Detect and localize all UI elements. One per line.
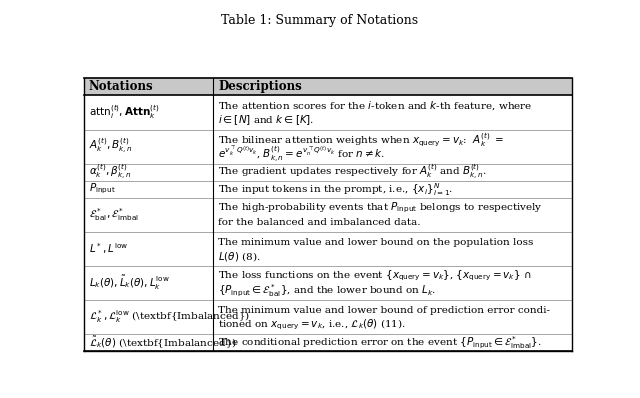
Text: $L_k(\theta), \tilde{L}_k(\theta), L_k^{\mathrm{low}}$: $L_k(\theta), \tilde{L}_k(\theta), L_k^{… [89,274,170,292]
Bar [213,164,572,181]
Bar [213,300,572,334]
Text: The bilinear attention weights when $x_{\mathrm{query}} = v_k$:  $A_k^{(t)}$ $=$: The bilinear attention weights when $x_{… [218,131,505,148]
Bar [84,181,213,198]
Text: $i \in [N]$ and $k \in [K]$.: $i \in [N]$ and $k \in [K]$. [218,113,314,127]
Text: The loss functions on the event $\{x_{\mathrm{query}} = v_k\}$, $\{x_{\mathrm{qu: The loss functions on the event $\{x_{\m… [218,269,532,283]
Text: The minimum value and lower bound of prediction error condi-: The minimum value and lower bound of pre… [218,306,550,315]
Text: Notations: Notations [89,80,154,94]
Text: The attention scores for the $i$-token and $k$-th feature, where: The attention scores for the $i$-token a… [218,100,532,112]
Text: for the balanced and imbalanced data.: for the balanced and imbalanced data. [218,218,420,227]
Bar [84,96,213,129]
Bar [84,129,213,164]
Bar [213,181,572,198]
Text: $e^{v_k^\top Q^{(t)} v_k}$, $B_{k,n}^{(t)} = e^{v_n^\top Q^{(t)} v_k}$ for $n \n: $e^{v_k^\top Q^{(t)} v_k}$, $B_{k,n}^{(t… [218,144,385,164]
Text: $L^*, L^{\mathrm{low}}$: $L^*, L^{\mathrm{low}}$ [89,242,128,256]
Bar [213,78,572,96]
Text: $L(\theta)$ (8).: $L(\theta)$ (8). [218,250,261,263]
Text: Descriptions: Descriptions [218,80,302,94]
Bar [213,232,572,266]
Text: $\mathcal{E}^*_{\mathrm{bal}}, \mathcal{E}^*_{\mathrm{imbal}}$: $\mathcal{E}^*_{\mathrm{bal}}, \mathcal{… [89,207,139,223]
Bar [213,198,572,232]
Bar [84,164,213,181]
Text: The conditional prediction error on the event $\{P_{\mathrm{input}} \in \mathcal: The conditional prediction error on the … [218,334,542,351]
Bar [84,266,213,300]
Bar [84,78,213,96]
Bar [213,96,572,129]
Text: $\alpha_k^{(t)}, \beta_{k,n}^{(t)}$: $\alpha_k^{(t)}, \beta_{k,n}^{(t)}$ [89,162,131,182]
Bar [213,129,572,164]
Bar [213,266,572,300]
Text: $P_{\mathrm{input}}$: $P_{\mathrm{input}}$ [89,182,116,196]
Text: $A_k^{(t)}, B_{k,n}^{(t)}$: $A_k^{(t)}, B_{k,n}^{(t)}$ [89,137,132,156]
Text: Table 1: Summary of Notations: Table 1: Summary of Notations [221,14,419,27]
Text: $\mathrm{attn}_i^{(t)}, \mathbf{Attn}_k^{(t)}$: $\mathrm{attn}_i^{(t)}, \mathbf{Attn}_k^… [89,103,159,121]
Bar [84,232,213,266]
Text: $\tilde{\mathcal{L}}_k(\theta)$ (\textbf{Imbalanced}): $\tilde{\mathcal{L}}_k(\theta)$ (\textbf… [89,335,237,351]
Bar [84,334,213,351]
Bar [213,334,572,351]
Text: The gradient updates respectively for $A_k^{(t)}$ and $B_{k,n}^{(t)}$.: The gradient updates respectively for $A… [218,162,487,182]
Bar [84,300,213,334]
Text: $\{P_{\mathrm{input}} \in \mathcal{E}^*_{\mathrm{bal}}\}$, and the lower bound o: $\{P_{\mathrm{input}} \in \mathcal{E}^*_… [218,282,436,298]
Text: tioned on $x_{\mathrm{query}} = v_k$, i.e., $\mathcal{L}_k(\theta)$ (11).: tioned on $x_{\mathrm{query}} = v_k$, i.… [218,317,406,332]
Text: The high-probability events that $P_{\mathrm{input}}$ belongs to respectively: The high-probability events that $P_{\ma… [218,201,543,215]
Text: The input tokens in the prompt, i.e., $\{x_i\}_{i=1}^N$.: The input tokens in the prompt, i.e., $\… [218,181,454,198]
Text: The minimum value and lower bound on the population loss: The minimum value and lower bound on the… [218,238,534,246]
Text: $\mathcal{L}^*_k, \mathcal{L}_k^{\mathrm{low}}$ (\textbf{Imbalanced}): $\mathcal{L}^*_k, \mathcal{L}_k^{\mathrm… [89,309,250,326]
Bar [84,198,213,232]
